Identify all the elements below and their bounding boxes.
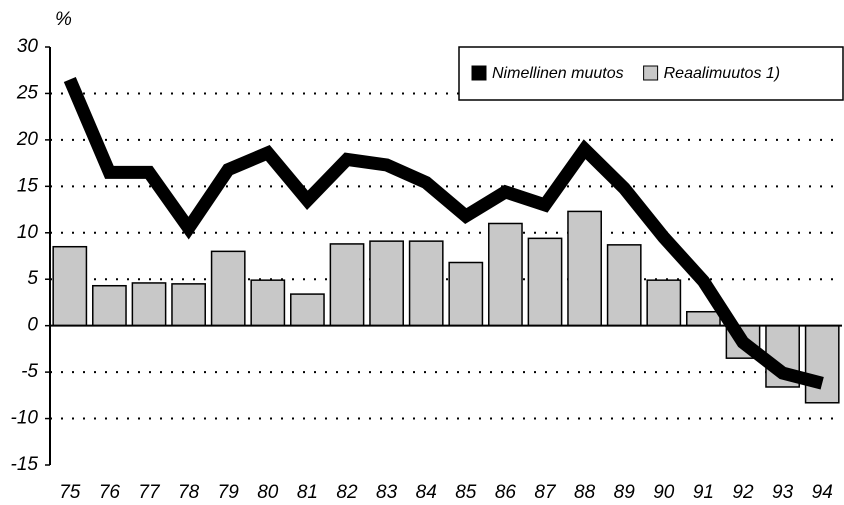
x-tick-label: 91 (693, 482, 714, 503)
x-tick-label: 88 (574, 482, 596, 503)
x-tick-label: 92 (732, 482, 754, 503)
bar (567, 210, 602, 327)
x-tick-label: 89 (614, 482, 636, 503)
x-tick-label: 75 (59, 482, 81, 503)
bar (686, 310, 721, 327)
bar (646, 279, 682, 327)
legend-swatch (471, 65, 487, 81)
y-tick-label: 0 (27, 315, 38, 336)
bar (210, 250, 246, 327)
legend-label: Nimellinen muutos (492, 65, 624, 82)
bar (527, 237, 563, 327)
x-tick-label: 93 (772, 482, 794, 503)
bar (290, 293, 325, 327)
y-tick-label: -15 (11, 454, 39, 475)
x-tick-label: 78 (178, 482, 200, 503)
bar (92, 284, 127, 327)
x-tick-label: 79 (218, 482, 240, 503)
x-tick-label: 82 (336, 482, 358, 503)
y-tick-label: 30 (17, 36, 39, 57)
bar (329, 243, 365, 327)
x-tick-label: 76 (99, 482, 121, 503)
y-tick-label: 10 (17, 222, 39, 243)
legend-label: Reaalimuutos 1) (664, 65, 781, 82)
x-tick-label: 90 (653, 482, 675, 503)
x-tick-label: 83 (376, 482, 398, 503)
y-tick-label: -5 (21, 361, 38, 382)
y-tick-label: 20 (16, 129, 39, 150)
x-tick-label: 77 (138, 482, 161, 503)
x-tick-label: 81 (297, 482, 318, 503)
x-tick-label: 86 (495, 482, 517, 503)
y-tick-label: 15 (17, 175, 39, 196)
y-tick-label: 25 (16, 82, 39, 103)
bar (488, 222, 523, 327)
x-tick-label: 87 (534, 482, 557, 503)
bar (171, 283, 206, 327)
legend-swatch (643, 65, 659, 81)
line (63, 76, 824, 390)
x-tick-label: 84 (416, 482, 437, 503)
bar (408, 240, 444, 327)
bar (448, 261, 484, 327)
x-tick-label: 85 (455, 482, 477, 503)
bar (250, 279, 286, 327)
bar (52, 245, 88, 327)
x-tick-label: 80 (257, 482, 279, 503)
bar (131, 282, 167, 327)
y-tick-label: -10 (11, 408, 39, 429)
bar (804, 324, 840, 404)
bar (369, 240, 404, 327)
y-axis-label: % (55, 9, 72, 30)
x-tick-label: 94 (812, 482, 833, 503)
bar (606, 244, 642, 327)
y-tick-label: 5 (27, 268, 38, 289)
